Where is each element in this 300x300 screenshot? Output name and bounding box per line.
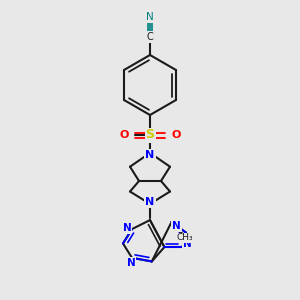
Text: C: C: [147, 32, 153, 42]
Text: N: N: [172, 221, 181, 231]
Text: N: N: [123, 223, 131, 233]
Text: N: N: [127, 258, 135, 268]
Text: O: O: [119, 130, 129, 140]
Text: O: O: [171, 130, 181, 140]
Text: S: S: [146, 128, 154, 142]
Text: N: N: [183, 239, 192, 249]
Text: N: N: [146, 150, 154, 160]
Text: N: N: [146, 12, 154, 22]
Text: CH₃: CH₃: [176, 233, 193, 242]
Text: N: N: [146, 197, 154, 207]
